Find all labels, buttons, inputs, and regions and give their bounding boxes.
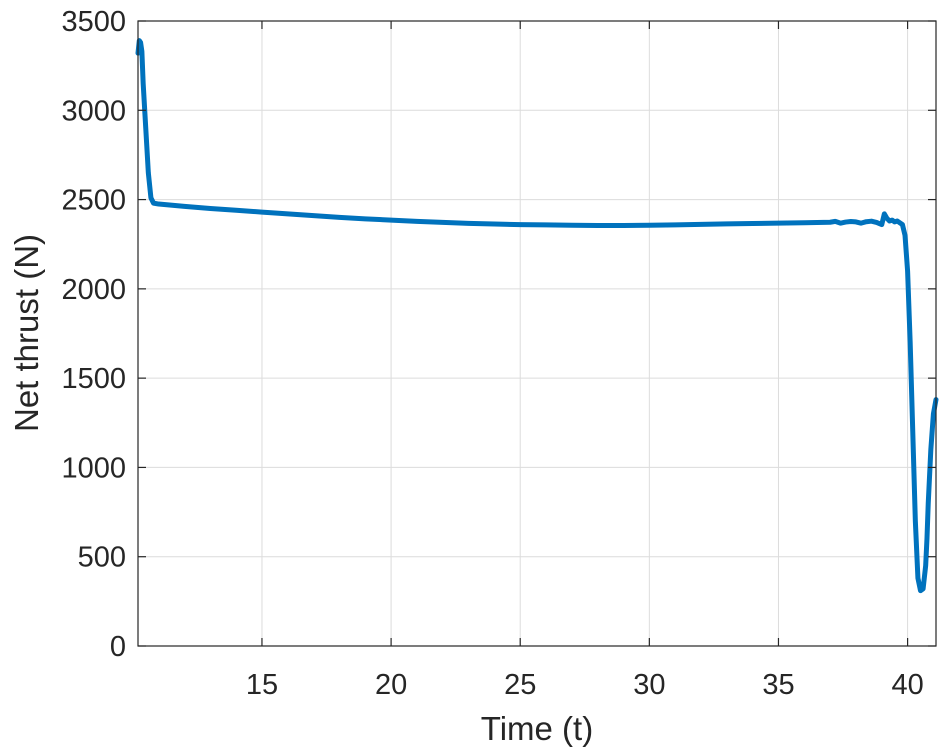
x-tick-label: 30 bbox=[633, 669, 665, 701]
x-tick-labels: 15 20 25 30 35 40 bbox=[246, 669, 924, 701]
series-layer bbox=[135, 38, 939, 594]
y-tick-labels: 0 500 1000 1500 2000 2500 3000 3500 bbox=[61, 6, 126, 663]
x-tick-label: 15 bbox=[246, 669, 278, 701]
y-tick-label: 2000 bbox=[61, 274, 126, 306]
x-axis-label: Time (t) bbox=[481, 710, 593, 747]
y-tick-label: 1000 bbox=[61, 452, 126, 484]
x-tick-label: 20 bbox=[375, 669, 407, 701]
plot-area-frame bbox=[137, 20, 937, 647]
grid-lines bbox=[138, 20, 936, 647]
y-tick-label: 500 bbox=[78, 542, 126, 574]
series-line-0 bbox=[135, 38, 939, 594]
x-tick-label: 25 bbox=[504, 669, 536, 701]
y-tick-label: 0 bbox=[110, 631, 126, 663]
y-tick-label: 1500 bbox=[61, 363, 126, 395]
tick-marks bbox=[138, 20, 936, 647]
x-tick-label: 35 bbox=[762, 669, 794, 701]
y-tick-label: 3000 bbox=[61, 95, 126, 127]
x-tick-label: 40 bbox=[891, 669, 923, 701]
y-tick-label: 3500 bbox=[61, 6, 126, 38]
y-tick-label: 2500 bbox=[61, 185, 126, 217]
y-axis-label: Net thrust (N) bbox=[8, 234, 45, 432]
